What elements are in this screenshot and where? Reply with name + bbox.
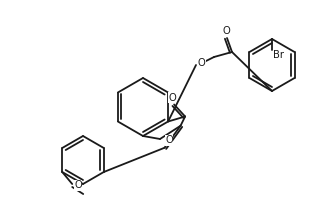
Text: O: O <box>165 135 173 145</box>
Text: Br: Br <box>273 50 284 60</box>
Text: O: O <box>168 93 176 103</box>
Text: O: O <box>74 180 82 190</box>
Text: O: O <box>198 58 206 68</box>
Text: O: O <box>222 26 230 36</box>
